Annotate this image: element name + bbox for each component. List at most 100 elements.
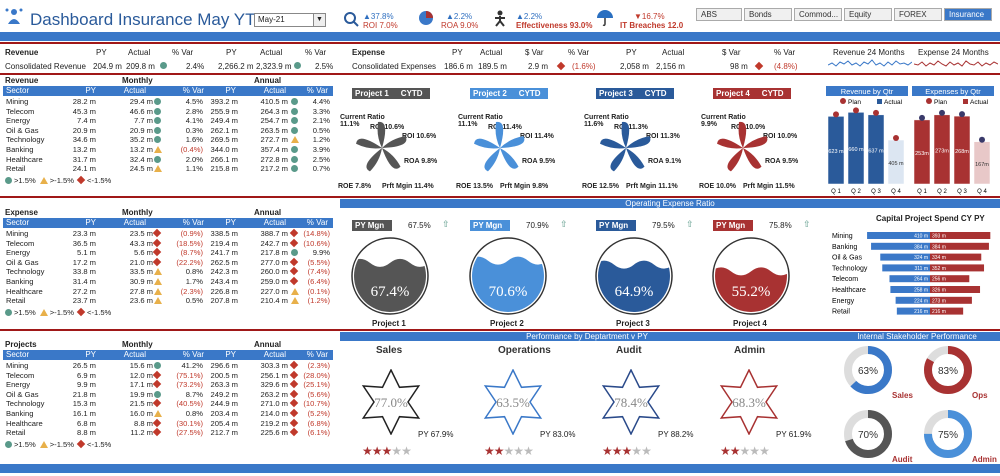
status-icon <box>154 297 162 305</box>
status-icon <box>152 418 162 427</box>
month-select[interactable]: May-21 ▼ <box>254 13 326 27</box>
status-icon <box>154 278 162 285</box>
status-icon <box>154 126 161 134</box>
status-indicator <box>291 126 298 135</box>
capital-cy-bar <box>895 296 930 304</box>
status-indicator <box>289 360 299 370</box>
capital-cy-bar <box>896 307 930 315</box>
forex-button[interactable]: FOREX <box>894 8 942 21</box>
roi: ROI 10.6% <box>370 124 405 131</box>
header-py: PY <box>85 86 96 95</box>
status-icon <box>154 410 162 417</box>
status-indicator <box>291 248 298 257</box>
var-annual: (10.6%) <box>303 238 330 248</box>
donut-arc <box>924 410 972 458</box>
py-mgn-label: PY Mgn <box>596 220 636 231</box>
status-indicator <box>154 164 162 173</box>
capital-py-bar <box>930 275 970 283</box>
sector-name: Mining <box>6 361 29 370</box>
project-name: Project 4 <box>716 89 750 98</box>
legend-dot <box>5 177 12 184</box>
quarter-charts: Revenue by Qtr Plan Actual 623 m Q 1 660 m Q 2… <box>826 86 994 195</box>
actual-monthly: 16.0 m <box>129 409 153 418</box>
sector-name: Healthcare <box>6 418 43 428</box>
table-row: Healthcare 6.8 m 8.8 m (30.1%) 205.4 m 219.2 … <box>3 418 333 428</box>
status-diamond <box>556 61 566 71</box>
status-indicator <box>154 116 161 125</box>
qtr-bar <box>974 141 990 184</box>
py-monthly: 23.7 m <box>72 296 96 306</box>
summary-revenue-py2: 2,266.2 m <box>218 62 254 71</box>
summary-expense-var-header: % Var <box>568 48 590 57</box>
actual-monthly: 19.9 m <box>129 389 153 399</box>
table-row: Mining 28.2 m 29.4 m 4.5% 393.2 m 410.5 m 4.4% <box>3 97 333 106</box>
legend-b: >-1.5% <box>49 440 75 449</box>
summary-expense-py: 186.6 m <box>444 62 473 71</box>
py-mgn-label: PY Mgn <box>713 220 753 231</box>
header-var: % Var <box>306 86 328 95</box>
legend-dia <box>76 307 86 317</box>
py-annual: 200.5 m <box>210 370 238 380</box>
actual-annual: 272.7 m <box>260 135 288 145</box>
table-row: Retail 24.1 m 24.5 m 1.1% 215.8 m 217.2 m 0.7% <box>3 164 333 173</box>
donut-arc <box>844 346 892 394</box>
status-indicator <box>291 97 298 106</box>
py-mgn-label: PY Mgn <box>470 220 510 231</box>
qtr-bar <box>828 116 844 184</box>
bonds-button[interactable]: Bonds <box>744 8 792 21</box>
capital-cy-bar <box>882 264 930 272</box>
star-icon: ★ <box>381 444 393 458</box>
summary-revenue-row: Consolidated Revenue <box>5 62 86 71</box>
actual-monthly: 20.9 m <box>129 125 153 135</box>
roi: ROI 11.4% <box>520 133 554 140</box>
capital-cy-label: 264 m <box>914 277 928 283</box>
actual-monthly: 24.5 m <box>129 164 153 174</box>
donut-value: 70% <box>858 430 878 441</box>
qtr-category: Q 3 <box>871 189 881 195</box>
status-icon <box>154 107 161 115</box>
profit-margin: Prft Mgin 11.1% <box>626 183 678 190</box>
py-monthly: 5.1 m <box>77 248 96 258</box>
star-icon: ★ <box>729 444 741 458</box>
actual-annual: 263.2 m <box>260 389 288 399</box>
actual-annual: 272.8 m <box>260 154 288 164</box>
star-gauge: 68.3% <box>719 369 779 435</box>
py-annual: 255.9 m <box>210 106 238 116</box>
insurance-button[interactable]: Insurance <box>944 8 992 21</box>
star-icon: ★ <box>493 444 505 458</box>
legend-actual: Actual <box>970 99 989 106</box>
py-monthly: 24.1 m <box>72 164 96 174</box>
star-icon: ★ <box>720 444 731 458</box>
profit-margin: Prft Mgin 11.4% <box>382 183 434 190</box>
table-row: Energy 5.1 m 5.6 m (8.7%) 241.7 m 217.8 m 9.9% <box>3 247 333 258</box>
actual-monthly: 7.7 m <box>134 116 153 126</box>
roi: ROI 11.4% <box>488 124 522 131</box>
status-indicator <box>289 379 299 389</box>
qtr-category: Q 2 <box>937 189 947 195</box>
status-icon <box>152 228 162 238</box>
legend-a: >1.5% <box>14 440 36 449</box>
star-gauge: 77.0% <box>361 369 421 435</box>
qtr-category: Q 3 <box>957 189 967 195</box>
qtr-bar-label: 167m <box>975 162 989 168</box>
umbrella-icon <box>596 10 614 27</box>
capital-py-label: 384 m <box>932 244 946 250</box>
header-var: % Var <box>182 350 204 359</box>
commodities-button[interactable]: Commod... <box>794 8 842 21</box>
capital-py-bar <box>930 232 991 239</box>
actual-annual: 219.2 m <box>260 418 288 428</box>
equity-button[interactable]: Equity <box>844 8 892 21</box>
legend-tri <box>39 441 48 448</box>
legend-b: >-1.5% <box>49 308 75 317</box>
status-indicator <box>291 155 298 164</box>
summary-revenue-title: Revenue <box>5 48 39 57</box>
legend-c: <-1.5% <box>87 176 112 185</box>
capital-py-label: 256 m <box>932 277 946 283</box>
dept-name: Operations <box>498 345 551 356</box>
py-monthly: 13.2 m <box>72 145 96 154</box>
sector-name: Technology <box>6 267 45 277</box>
py-monthly: 7.4 m <box>77 116 96 126</box>
py-annual: 344.0 m <box>210 145 238 154</box>
donut-value: 83% <box>938 366 958 377</box>
abs-button[interactable]: ABS <box>696 8 742 21</box>
